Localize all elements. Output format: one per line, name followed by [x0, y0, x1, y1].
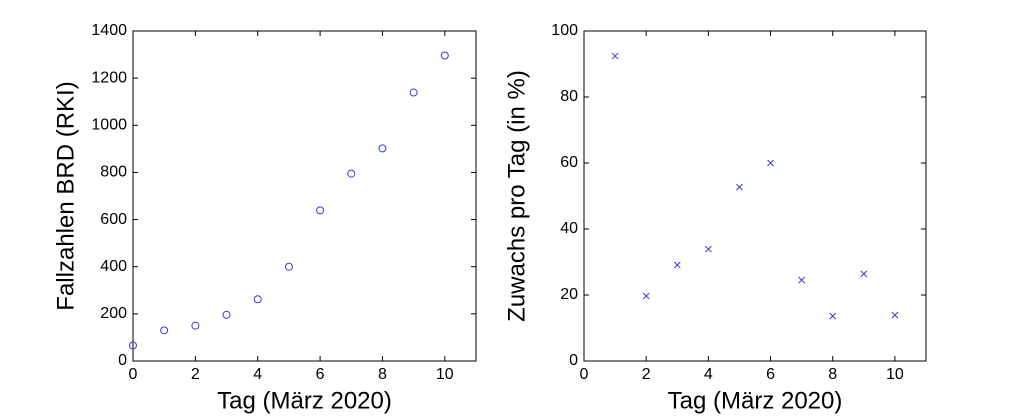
point	[767, 159, 774, 167]
point	[642, 292, 650, 300]
x-tick-label: 0	[129, 366, 138, 383]
y-tick-label: 1400	[91, 22, 127, 39]
x-tick-label: 6	[316, 366, 325, 383]
x-tick-label: 0	[580, 366, 589, 383]
x-tick-label: 2	[642, 366, 651, 383]
point	[798, 276, 805, 284]
y-axis-label: Zuwachs pro Tag (in %)	[503, 70, 530, 322]
x-tick-label: 4	[253, 366, 262, 383]
plot-frame	[583, 30, 927, 362]
y-axis-label: Fallzahlen BRD (RKI)	[52, 81, 79, 310]
point	[284, 262, 293, 271]
point	[860, 270, 868, 278]
point	[673, 261, 681, 269]
x-axis-label: Tag (März 2020)	[668, 387, 843, 414]
y-tick-label: 60	[560, 154, 578, 171]
y-tick-label: 0	[569, 352, 578, 369]
y-tick-label: 600	[100, 211, 127, 228]
y-tick-label: 80	[560, 88, 578, 105]
plot-frame	[132, 30, 477, 362]
point	[891, 311, 899, 319]
x-tick-label: 10	[436, 366, 454, 383]
x-tick-label: 8	[378, 366, 387, 383]
y-tick-label: 1000	[91, 117, 127, 134]
point	[222, 310, 231, 319]
point	[378, 144, 387, 153]
y-tick-label: 200	[100, 305, 127, 322]
point	[347, 169, 356, 178]
x-tick-label: 2	[191, 366, 200, 383]
point	[316, 206, 325, 215]
plot: 0 2 4 6 8 10 0 200 400 600 800 1000 1200 1400 Tag (Mär…	[52, 22, 477, 414]
y-tick-label: 0	[118, 352, 127, 369]
y-tick-label: 400	[100, 258, 127, 275]
x-tick-label: 8	[828, 366, 837, 383]
y-tick-label: 20	[560, 286, 578, 303]
y-tick-label: 800	[100, 164, 127, 181]
x-tick-label: 10	[886, 366, 904, 383]
point	[160, 326, 169, 335]
point	[129, 341, 137, 350]
point	[409, 88, 418, 97]
x-axis-label: Tag (März 2020)	[217, 387, 392, 414]
point	[611, 52, 619, 60]
point	[191, 321, 200, 330]
point	[705, 245, 712, 253]
point	[736, 183, 743, 191]
point	[253, 295, 262, 304]
x-tick-label: 6	[766, 366, 775, 383]
x-tick-label: 4	[704, 366, 713, 383]
y-tick-label: 100	[551, 22, 578, 39]
y-tick-label: 1200	[91, 69, 127, 86]
point	[440, 51, 449, 60]
y-tick-label: 40	[560, 220, 578, 237]
point	[829, 312, 837, 320]
